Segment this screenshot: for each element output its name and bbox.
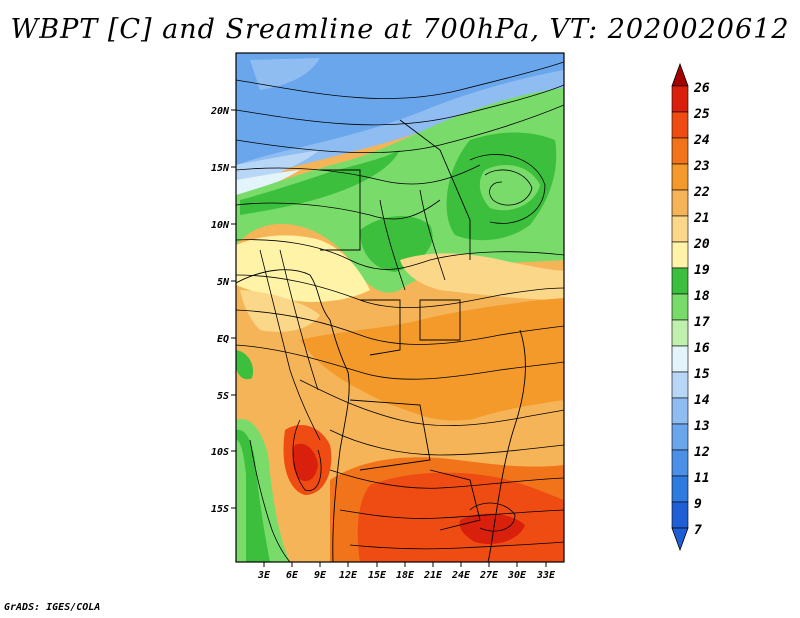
- colorbar-box: [671, 111, 689, 139]
- chart-title: WBPT [C] and Sreamline at 700hPa, VT: 20…: [10, 14, 790, 45]
- colorbar-box: [671, 501, 689, 529]
- colorbar-label: 26: [693, 81, 710, 96]
- region-20-band: [400, 253, 564, 300]
- region-20-west: [240, 290, 320, 332]
- colorbar-label: 23: [693, 159, 710, 174]
- colorbar-label: 25: [693, 107, 710, 122]
- colorbar-box: [671, 345, 689, 373]
- colorbar-label: 15: [694, 367, 710, 382]
- colorbar-box: [671, 85, 689, 113]
- colorbar-boxes: [671, 85, 689, 529]
- colorbar-label: 19: [694, 263, 710, 278]
- colorbar-box: [671, 137, 689, 165]
- colorbar-box: [671, 241, 689, 269]
- lon-label: 24E: [451, 570, 471, 581]
- streamlines: [236, 61, 564, 562]
- lon-label: 21E: [423, 570, 443, 581]
- lat-label: 5N: [217, 277, 230, 288]
- colorbar-box: [671, 293, 689, 321]
- lon-label: 33E: [536, 570, 556, 581]
- colorbar-label: 18: [694, 289, 710, 304]
- lat-label: 20N: [210, 106, 230, 117]
- lat-label: 10N: [211, 220, 230, 231]
- colorbar-box: [671, 371, 689, 399]
- lon-label: 15E: [368, 570, 387, 581]
- lon-label: 6E: [286, 570, 299, 581]
- colorbar-label: 24: [693, 133, 710, 148]
- region-17-vortex: [479, 165, 540, 211]
- region-19-west: [236, 235, 370, 302]
- colorbar-box: [671, 319, 689, 347]
- lon-label: 30E: [507, 570, 527, 581]
- lat-label: 15S: [211, 504, 229, 515]
- colorbar-box: [671, 267, 689, 295]
- colorbar-box: [671, 397, 689, 425]
- colorbar: 26 25 24 23 22 21 20 19 18 17 16 15 14 1…: [671, 62, 710, 552]
- colorbar-box: [671, 423, 689, 451]
- lat-label: 5S: [217, 391, 229, 402]
- region-24-south: [357, 472, 564, 562]
- region-17-sw-inner: [236, 440, 246, 562]
- lat-label: 15N: [211, 163, 230, 174]
- colorbar-label: 7: [694, 523, 702, 538]
- region-21-band: [330, 396, 564, 442]
- lon-label: 12E: [339, 570, 358, 581]
- colorbar-box: [671, 189, 689, 217]
- colorbar-box: [671, 215, 689, 243]
- colorbar-box: [671, 475, 689, 503]
- footer-credit: GrADS: IGES/COLA: [4, 602, 101, 613]
- lon-label: 3E: [257, 570, 271, 581]
- colorbar-label: 13: [694, 419, 710, 434]
- colorbar-box: [671, 163, 689, 191]
- lon-label: 18E: [396, 570, 415, 581]
- wbpt-field: [236, 53, 564, 562]
- coastlines: [236, 119, 526, 562]
- colorbar-label: 20: [693, 237, 710, 252]
- lat-label: 10S: [211, 447, 229, 458]
- lon-label: 9E: [314, 570, 327, 581]
- lon-label: 27E: [479, 570, 499, 581]
- colorbar-label: 9: [694, 497, 702, 512]
- longitude-axis: 3E 6E 9E 12E 15E 18E 21E 24E 27E 30E 33E: [257, 562, 556, 581]
- colorbar-box: [671, 449, 689, 477]
- region-12-13: [236, 53, 564, 165]
- map-frame: [235, 52, 565, 563]
- colorbar-label: 22: [693, 185, 710, 200]
- colorbar-labels: 26 25 24 23 22 21 20 19 18 17 16 15 14 1…: [693, 81, 710, 538]
- region-13-nw: [250, 58, 320, 90]
- region-25-west: [292, 443, 318, 482]
- colorbar-label: 12: [694, 445, 710, 460]
- colorbar-label: 16: [694, 341, 710, 356]
- lat-label: EQ: [217, 334, 229, 345]
- colorbar-label: 21: [693, 211, 710, 226]
- latitude-axis: 20N 15N 10N 5N EQ 5S 10S 15S: [210, 106, 236, 515]
- colorbar-label: 11: [694, 471, 710, 486]
- colorbar-label: 14: [694, 393, 710, 408]
- colorbar-label: 17: [694, 315, 710, 330]
- colorbar-low-arrow: [671, 527, 689, 552]
- region-22-belt: [300, 298, 564, 424]
- region-18-gulf: [236, 350, 254, 380]
- colorbar-high-arrow: [671, 62, 689, 87]
- region-18-west: [240, 150, 400, 215]
